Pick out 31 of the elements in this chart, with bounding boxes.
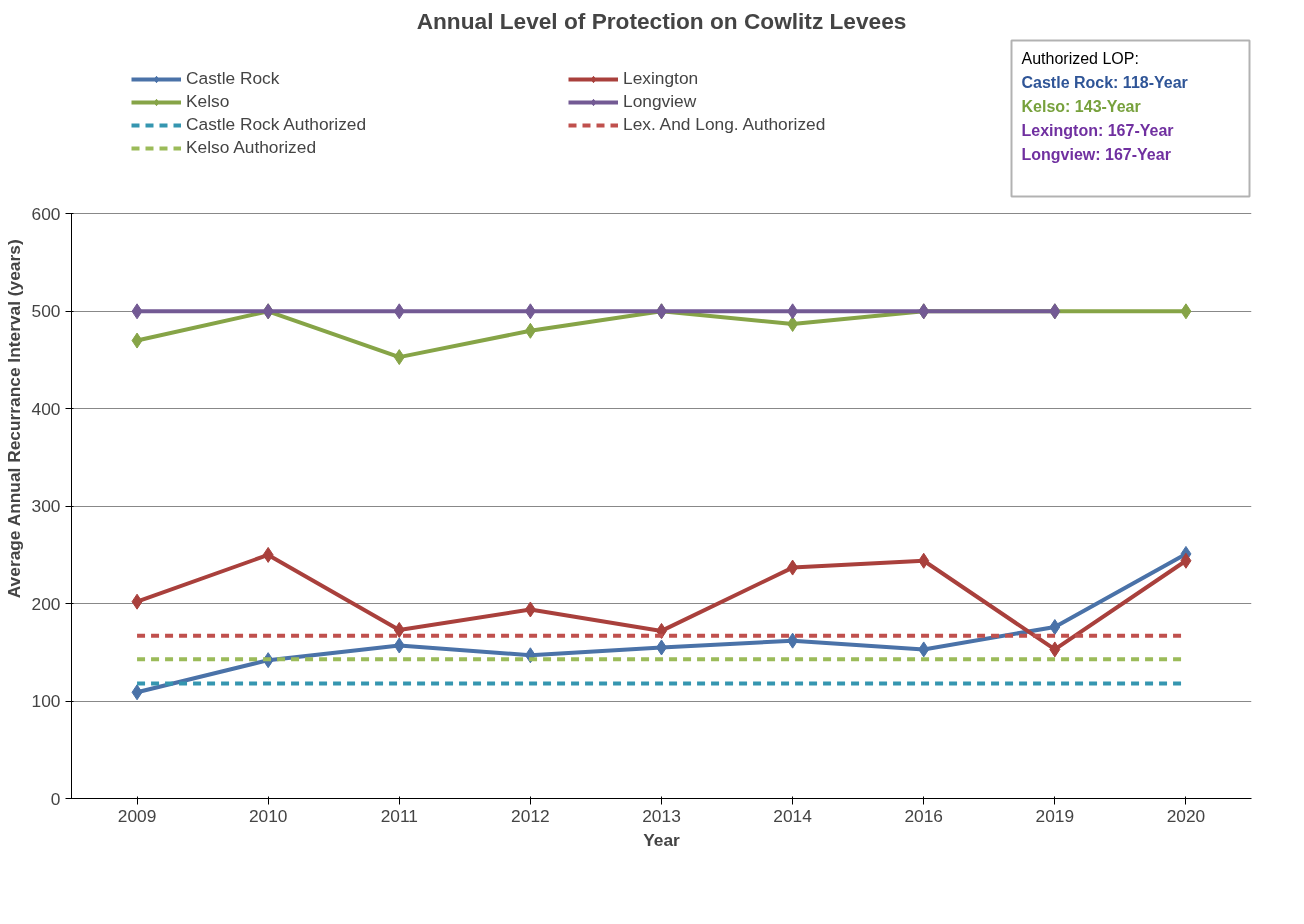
legend-label: Castle Rock Authorized <box>186 114 368 135</box>
text: Castle Rock: 118-Year <box>1021 73 1188 91</box>
chart-title: Annual Level of Protection on Cowlitz Levees <box>416 7 907 34</box>
y-tick-label: 100 <box>31 691 61 712</box>
y-tick-label: 300 <box>31 496 61 517</box>
x-axis-title: Year <box>643 829 681 850</box>
text: Authorized LOP: <box>1021 49 1139 67</box>
legend-label: Lex. And Long. Authorized <box>623 114 827 135</box>
legend-label: Castle Rock <box>186 68 281 89</box>
x-tick-label: 2019 <box>1035 805 1075 826</box>
x-tick-label: 2011 <box>380 805 418 826</box>
legend-label: Longview <box>623 91 698 112</box>
y-axis-title: Average Annual Recurrance Interval (years) <box>3 239 24 599</box>
legend-label: Kelso Authorized <box>186 137 318 158</box>
legend-label: Lexington <box>623 68 700 89</box>
x-tick-label: 2013 <box>642 805 681 826</box>
legend-label: Kelso <box>186 91 231 112</box>
x-tick-label: 2020 <box>1166 805 1206 826</box>
y-tick-label: 0 <box>50 788 61 809</box>
y-tick-label: 400 <box>31 398 61 419</box>
x-tick-label: 2010 <box>248 805 288 826</box>
x-tick-label: 2014 <box>773 805 813 826</box>
y-tick-label: 200 <box>31 593 61 614</box>
y-tick-label: 500 <box>31 301 61 322</box>
text: Longview: 167-Year <box>1021 145 1171 163</box>
y-tick-label: 600 <box>31 203 61 224</box>
x-tick-label: 2009 <box>117 805 157 826</box>
x-tick-label: 2012 <box>511 805 550 826</box>
text: Kelso: 143-Year <box>1021 97 1141 115</box>
text: Lexington: 167-Year <box>1021 121 1174 139</box>
x-tick-label: 2016 <box>904 805 944 826</box>
